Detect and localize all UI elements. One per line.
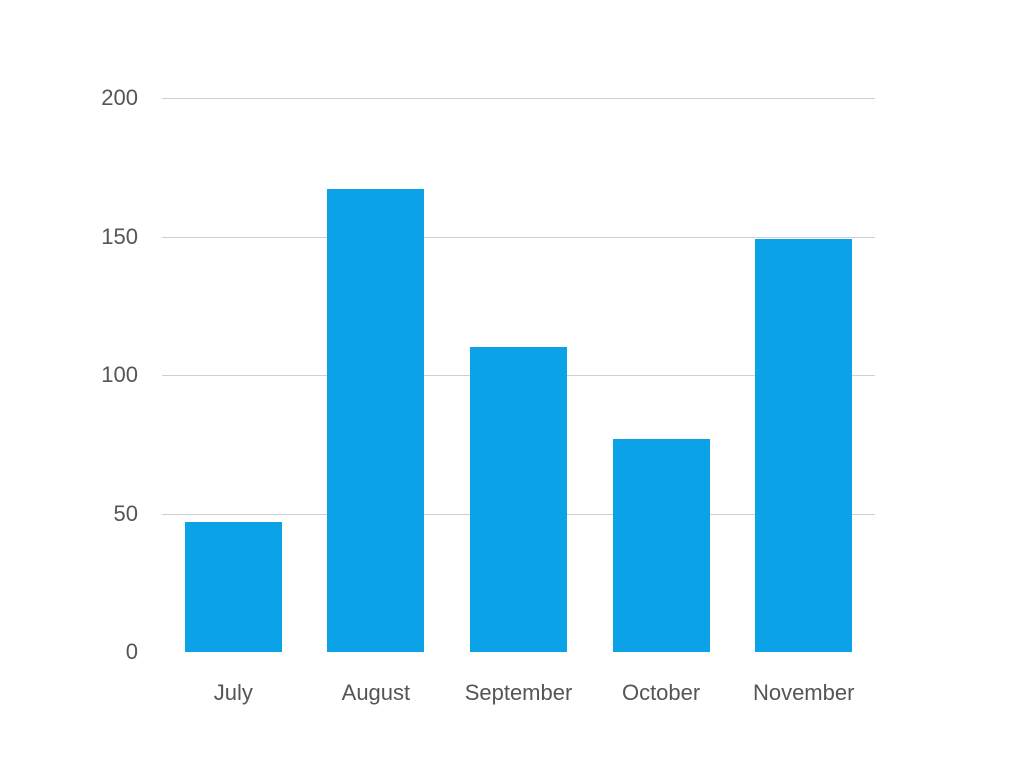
gridline: [162, 98, 875, 99]
bar: [185, 522, 282, 652]
xtick-label: August: [342, 680, 411, 706]
ytick-label: 150: [0, 224, 138, 250]
xtick-label: July: [214, 680, 253, 706]
bar: [613, 439, 710, 652]
gridline: [162, 237, 875, 238]
bar: [755, 239, 852, 652]
bar: [327, 189, 424, 652]
xtick-label: September: [465, 680, 573, 706]
plot-area: [162, 98, 875, 652]
bar: [470, 347, 567, 652]
ytick-label: 200: [0, 85, 138, 111]
chart-container: 0 50 100 150 200 July August September October No…: [0, 0, 1024, 768]
xtick-label: November: [753, 680, 854, 706]
ytick-label: 0: [0, 639, 138, 665]
ytick-label: 100: [0, 362, 138, 388]
xtick-label: October: [622, 680, 700, 706]
ytick-label: 50: [0, 501, 138, 527]
